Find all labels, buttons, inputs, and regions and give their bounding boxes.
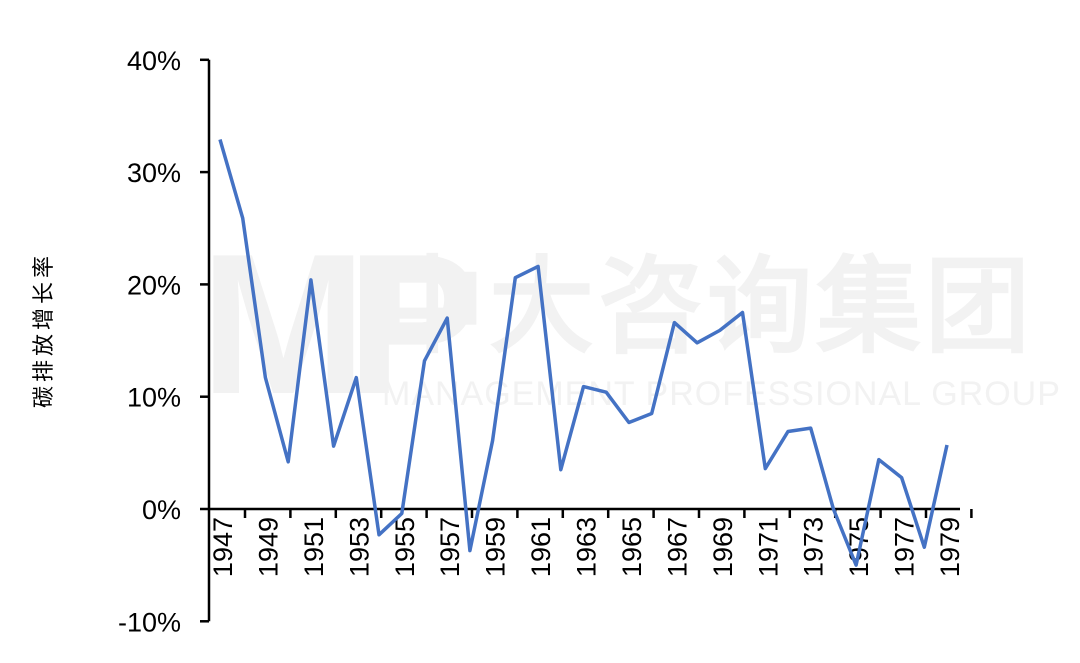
x-tick-label: 1947 <box>208 517 238 577</box>
y-tick-label: -10% <box>118 607 181 637</box>
x-tick-label: 1957 <box>435 517 465 577</box>
x-tick-label: 1953 <box>344 517 374 577</box>
x-tick-label: 1973 <box>799 517 829 577</box>
y-tick-label: 20% <box>127 270 181 300</box>
x-tick-label: 1955 <box>390 517 420 577</box>
y-tick-label: 30% <box>127 158 181 188</box>
x-tick-label: 1969 <box>708 517 738 577</box>
x-tick-label: 1971 <box>753 517 783 577</box>
x-tick-label: 1961 <box>526 517 556 577</box>
x-tick-label: 1959 <box>481 517 511 577</box>
x-tick-label: 1949 <box>253 517 283 577</box>
y-tick-label: 40% <box>127 46 181 76</box>
y-tick-label: 0% <box>142 495 181 525</box>
watermark-cn: 中大咨询集团 <box>380 249 1035 366</box>
x-tick-label: 1977 <box>890 517 920 577</box>
y-tick-label: 10% <box>127 383 181 413</box>
x-tick-label: 1979 <box>935 517 965 577</box>
x-tick-label: 1965 <box>617 517 647 577</box>
data-line <box>218 139 949 567</box>
watermark-en: MANAGEMENT PROFESSIONAL GROUP <box>382 375 1061 413</box>
y-axis-label: 碳排放增长率 <box>32 251 57 409</box>
x-tick-label: 1963 <box>572 517 602 577</box>
x-tick-label: 1951 <box>299 517 329 577</box>
x-tick-label: 1967 <box>662 517 692 577</box>
